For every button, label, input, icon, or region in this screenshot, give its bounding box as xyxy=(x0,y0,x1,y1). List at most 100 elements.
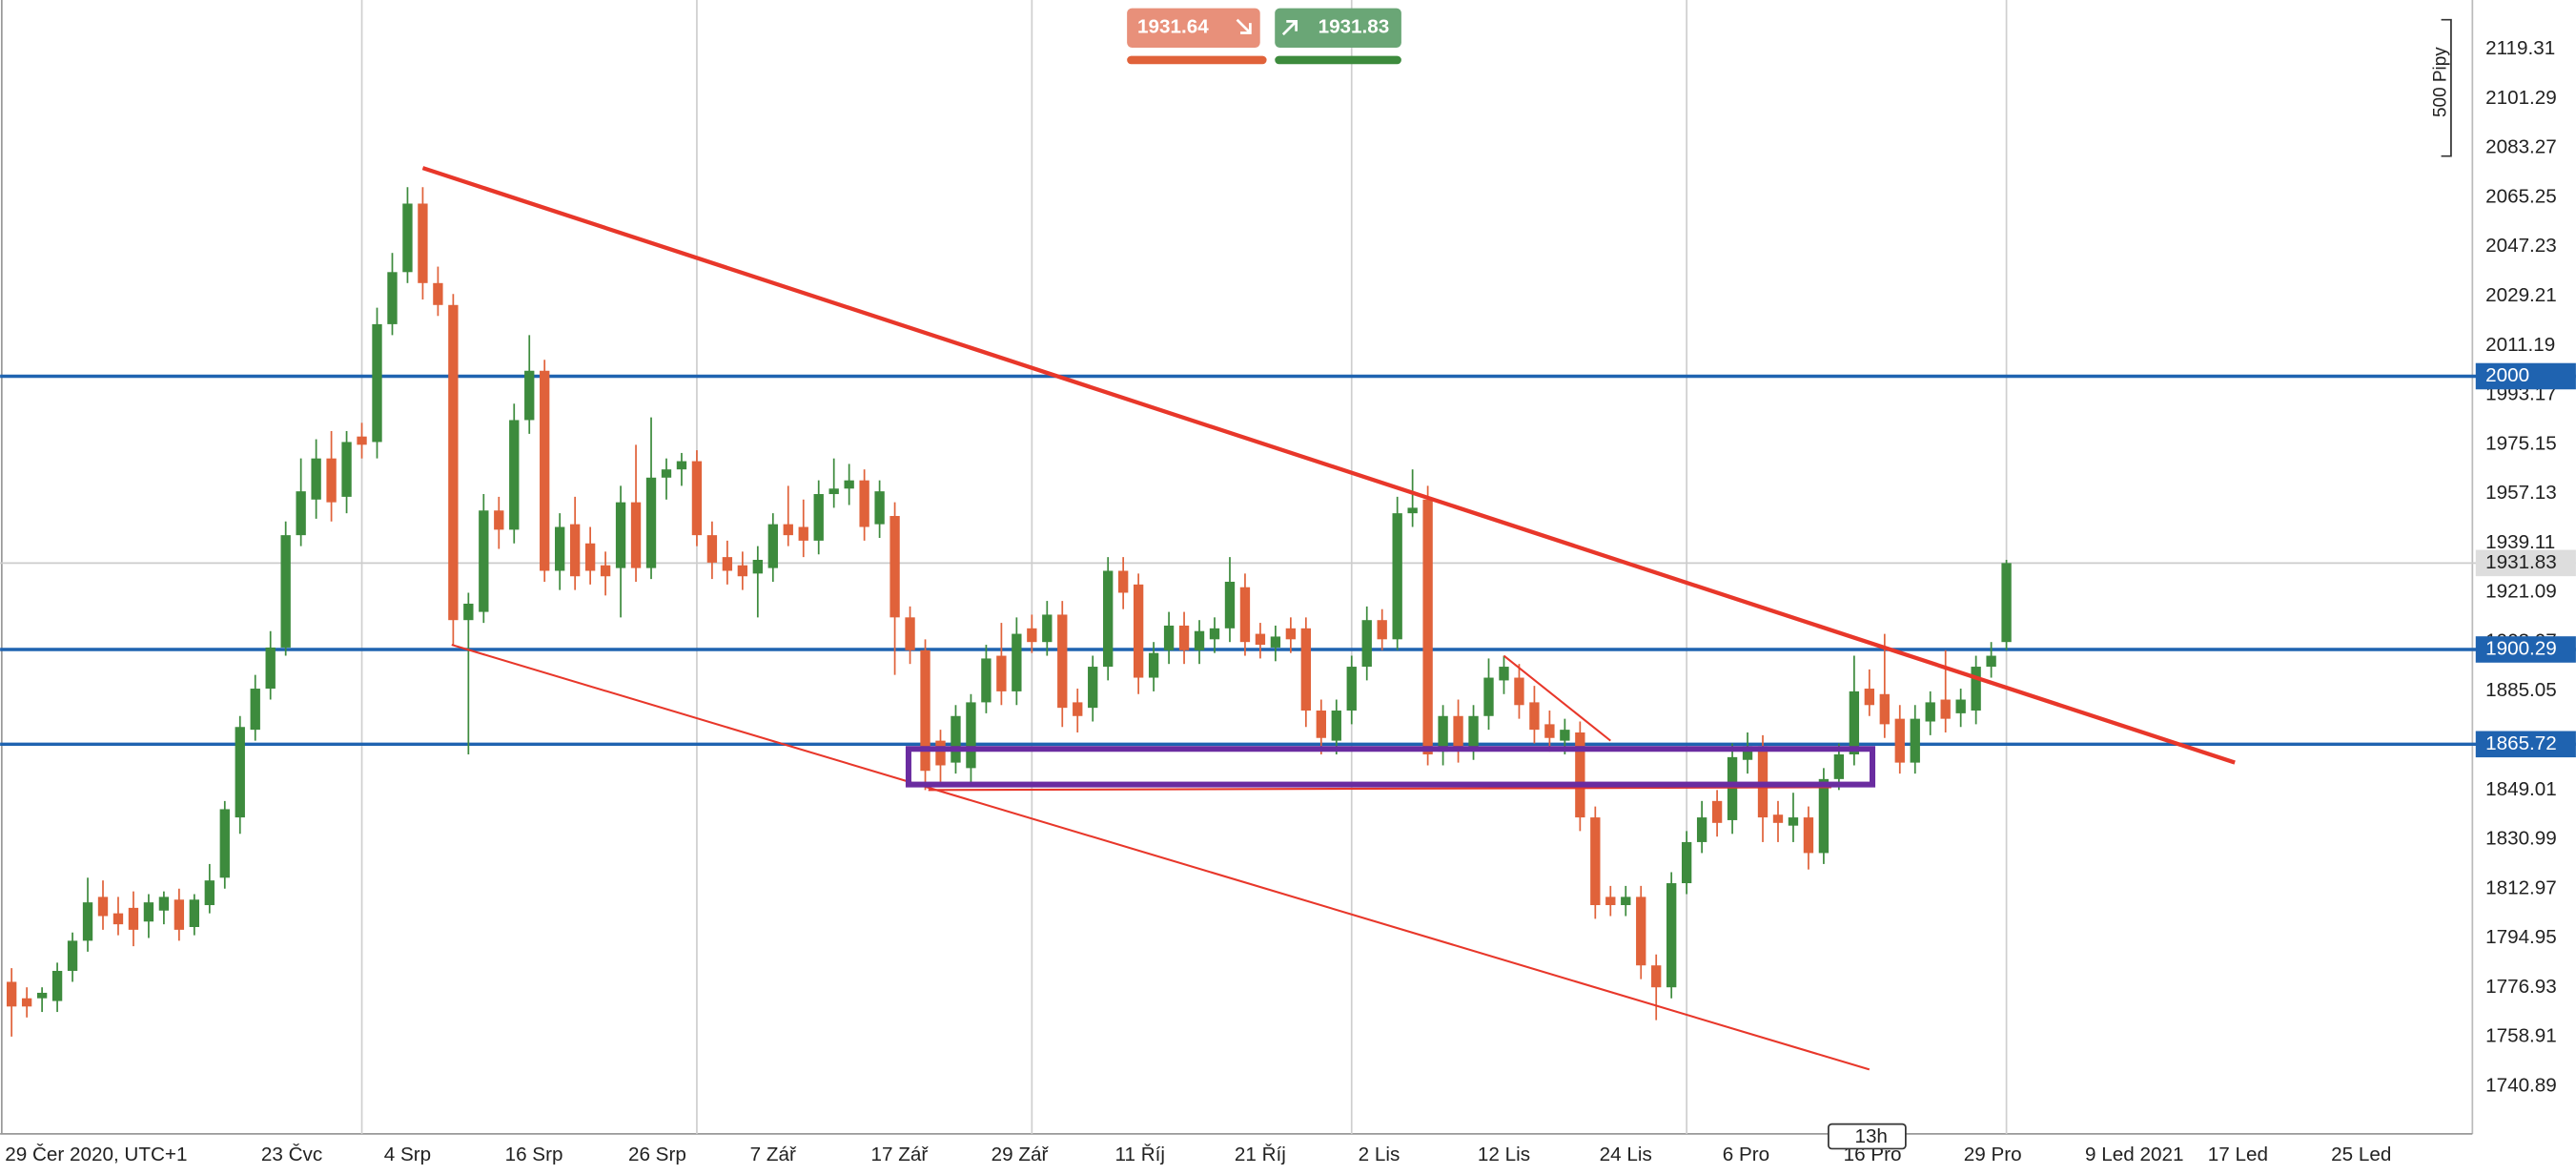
candle-body xyxy=(1940,699,1951,719)
y-tick-label: 2083.27 xyxy=(2485,136,2557,158)
candle-body xyxy=(1163,625,1175,650)
candle-body xyxy=(1772,814,1784,823)
candle-body xyxy=(1392,513,1402,640)
y-tick-label: 1776.93 xyxy=(2485,976,2557,998)
y-tick-label: 2029.21 xyxy=(2485,284,2557,306)
candle-body xyxy=(1818,778,1830,854)
candle-body xyxy=(36,992,48,999)
candle-body xyxy=(1316,711,1326,738)
candle-body xyxy=(21,998,32,1007)
candle-body xyxy=(143,902,154,922)
candle-body xyxy=(615,502,626,568)
candle-body xyxy=(798,526,808,541)
candle-body xyxy=(479,510,489,612)
y-tick-label: 1812.97 xyxy=(2485,876,2557,898)
candle-body xyxy=(448,304,459,621)
x-tick-label: 26 Srp xyxy=(628,1144,686,1165)
y-tick-label: 2065.25 xyxy=(2485,185,2557,207)
zone-box xyxy=(905,746,1876,788)
trend-line xyxy=(421,166,2236,765)
candle-body xyxy=(67,940,78,971)
candle-body xyxy=(1361,620,1372,668)
candle-body xyxy=(1711,800,1723,823)
candle-body xyxy=(1590,817,1601,906)
y-tick-label: 1885.05 xyxy=(2485,679,2557,701)
candle-body xyxy=(1377,620,1387,640)
candle-body xyxy=(494,510,504,530)
buy-icon xyxy=(1281,20,1298,36)
candle-body xyxy=(889,516,900,618)
candle-body xyxy=(235,727,245,818)
candle-body xyxy=(1346,667,1357,711)
candle-body xyxy=(402,203,413,273)
buy-price: 1931.83 xyxy=(1319,16,1390,38)
candle-body xyxy=(1971,667,1981,711)
candle-body xyxy=(1422,499,1433,754)
candle-body xyxy=(524,370,535,421)
cursor-box xyxy=(1828,1123,1907,1150)
y-tick-label: 1758.91 xyxy=(2485,1025,2557,1047)
candle-body xyxy=(1788,817,1799,826)
candle-body xyxy=(311,458,321,500)
candle-body xyxy=(828,488,839,495)
candle-body xyxy=(981,658,992,703)
candle-body xyxy=(767,524,778,568)
candle-body xyxy=(1270,636,1281,648)
candle-body xyxy=(1407,507,1418,514)
candle-body xyxy=(1285,628,1297,640)
sell-button[interactable] xyxy=(1127,8,1260,48)
candle-body xyxy=(1103,570,1114,668)
candle-body xyxy=(158,897,170,911)
candle-body xyxy=(1879,693,1890,725)
candle-body xyxy=(1468,715,1479,750)
level-box xyxy=(2475,636,2576,663)
candle-body xyxy=(1300,628,1312,711)
candle-body xyxy=(1849,691,1860,754)
candle-body xyxy=(569,524,581,577)
candle-body xyxy=(1681,841,1692,884)
candle-body xyxy=(6,981,17,1007)
candle-body xyxy=(1178,625,1190,650)
y-tick-label: 1957.13 xyxy=(2485,482,2557,504)
x-tick-label: 2 Lis xyxy=(1359,1144,1400,1165)
candle-body xyxy=(1986,655,1996,668)
candle-body xyxy=(1666,883,1677,988)
x-tick-label: 12 Lis xyxy=(1478,1144,1530,1165)
candle-body xyxy=(174,899,185,930)
x-tick-label: 24 Lis xyxy=(1600,1144,1652,1165)
candle-body xyxy=(645,477,657,568)
x-tick-label: 6 Pro xyxy=(1723,1144,1769,1165)
level-label: 2000 xyxy=(2485,364,2529,386)
y-tick-label: 1975.15 xyxy=(2485,432,2557,454)
candle-body xyxy=(1483,677,1494,716)
candle-body xyxy=(1027,628,1037,643)
pip-scale-label: 500 Pipy xyxy=(2431,47,2451,117)
candle-body xyxy=(463,603,474,621)
y-tick-label: 1740.89 xyxy=(2485,1074,2557,1096)
trend-line xyxy=(451,644,1871,1071)
candle-body xyxy=(1514,677,1524,706)
candle-body xyxy=(128,907,139,930)
candle-body xyxy=(1696,817,1707,842)
x-tick-label: 29 Zář xyxy=(992,1144,1050,1165)
candle-body xyxy=(661,469,672,478)
x-tick-label: 25 Led xyxy=(2331,1144,2391,1165)
candle-body xyxy=(1239,587,1251,643)
candle-body xyxy=(1727,756,1738,820)
candle-body xyxy=(1012,633,1022,691)
candle-body xyxy=(1621,897,1631,906)
candle-body xyxy=(265,647,276,690)
y-tick-label: 1794.95 xyxy=(2485,926,2557,948)
candle-body xyxy=(433,282,443,305)
cursor-label: 13h xyxy=(1854,1125,1887,1147)
candle-body xyxy=(1864,689,1874,706)
candle-body xyxy=(1057,614,1068,709)
candle-body xyxy=(600,565,611,577)
x-tick-label: 17 Zář xyxy=(871,1144,930,1165)
buy-button[interactable] xyxy=(1275,8,1401,48)
candle-body xyxy=(219,809,230,878)
x-tick-label: 11 Říj xyxy=(1115,1144,1165,1165)
candle-body xyxy=(1438,715,1448,752)
x-tick-label: 23 Čvc xyxy=(261,1144,322,1165)
candle-body xyxy=(2001,563,2012,643)
